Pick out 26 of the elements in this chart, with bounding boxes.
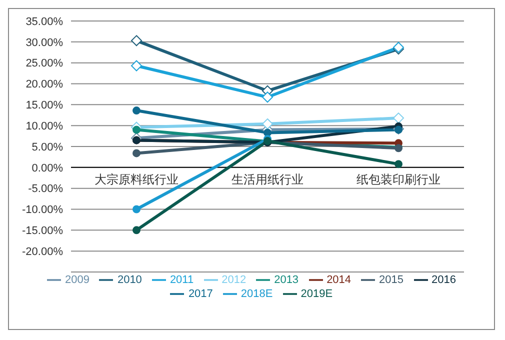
x-tick-label: 纸包装印刷行业 xyxy=(356,172,440,186)
y-tick-label: 35.00% xyxy=(26,16,64,28)
legend-label: 2012 xyxy=(222,274,246,286)
y-tick-label: 30.00% xyxy=(26,36,64,49)
y-tick-label: 15.00% xyxy=(26,100,64,112)
y-tick-label: -5.00% xyxy=(28,183,64,196)
y-tick-label: 20.00% xyxy=(26,78,64,91)
y-tick-label: 10.00% xyxy=(26,120,64,132)
legend-label: 2018E xyxy=(240,288,273,300)
legend-label: 2016 xyxy=(432,274,456,286)
x-tick-label: 生活用纸行业 xyxy=(232,172,304,186)
y-tick-label: 0.00% xyxy=(32,162,64,174)
legend-label: 2013 xyxy=(274,274,299,286)
y-tick-label: 25.00% xyxy=(26,58,64,70)
legend-label: 2017 xyxy=(188,288,213,300)
legend-label: 2014 xyxy=(326,274,352,286)
legend-label: 2010 xyxy=(117,274,142,286)
y-tick-label: -15.00% xyxy=(22,225,64,238)
legend-label: 2015 xyxy=(379,274,404,286)
legend-label: 2019E xyxy=(300,288,333,300)
legend-label: 2011 xyxy=(170,274,194,286)
y-tick-label: -10.00% xyxy=(22,204,64,216)
x-tick-label: 大宗原料纸行业 xyxy=(94,172,178,186)
legend-label: 2009 xyxy=(64,274,90,286)
y-tick-label: 5.00% xyxy=(32,141,64,154)
y-tick-label: -20.00% xyxy=(22,246,64,258)
